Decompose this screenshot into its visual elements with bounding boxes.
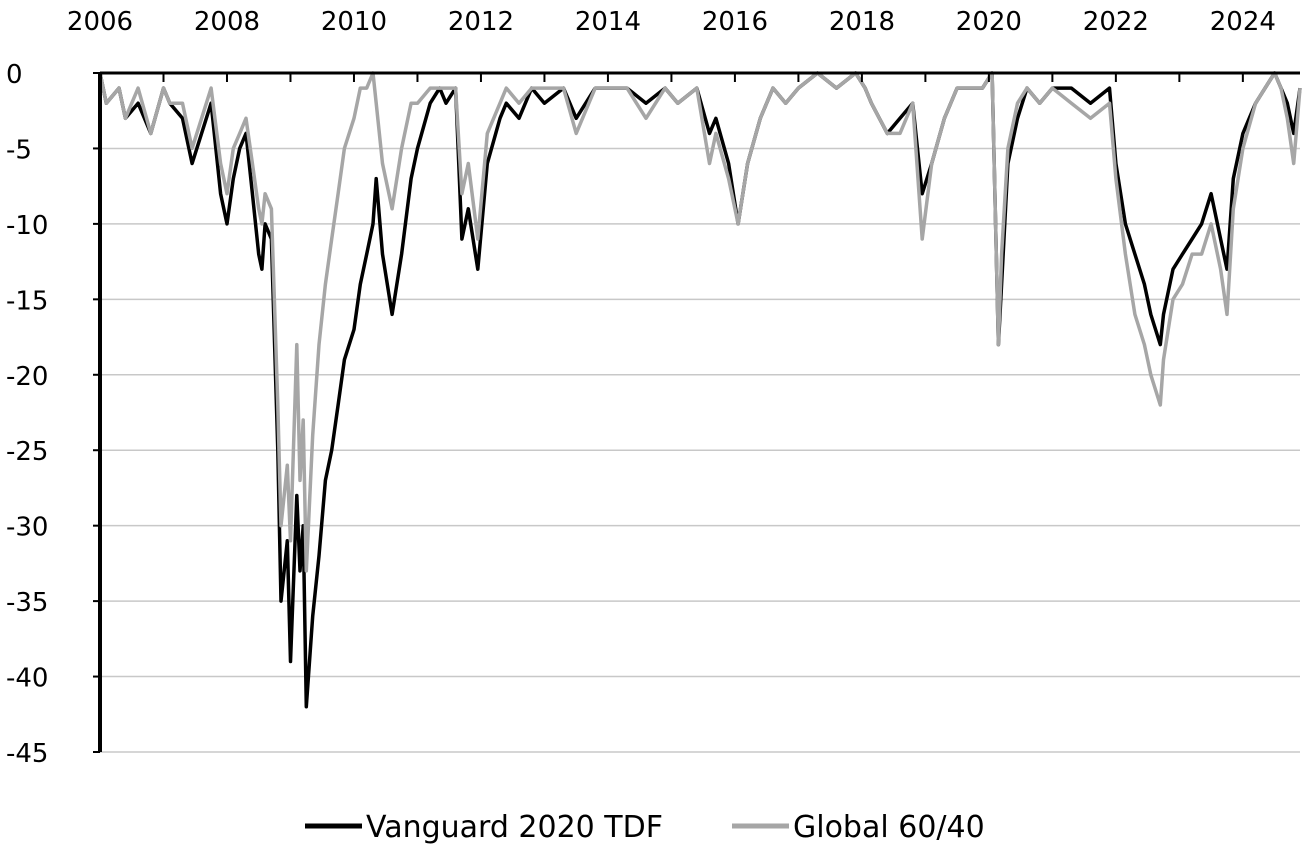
y-tick-label: -35: [6, 588, 48, 618]
x-tick-label: 2008: [194, 7, 260, 37]
y-tick-label: -25: [6, 437, 48, 467]
series-lines: [98, 71, 1302, 709]
series-line-global-60-40: [98, 71, 1302, 573]
x-tick-label: 2020: [956, 7, 1022, 37]
y-tick-label: -10: [6, 211, 48, 241]
legend: Vanguard 2020 TDF Global 60/40: [305, 810, 985, 845]
x-tick-label: 2022: [1083, 7, 1149, 37]
y-tick-label: -30: [6, 513, 48, 543]
y-tick-label: -20: [6, 362, 48, 392]
y-tick-label: -5: [6, 135, 32, 165]
x-tick-label: 2006: [67, 7, 133, 37]
legend-label-global: Global 60/40: [793, 810, 985, 845]
x-tick-label: 2018: [829, 7, 895, 37]
x-tick-label: 2012: [448, 7, 514, 37]
x-tick-label: 2010: [321, 7, 387, 37]
series-line-vanguard-2020-tdf: [98, 71, 1302, 709]
x-tick-label: 2014: [575, 7, 641, 37]
x-tick-label: 2024: [1210, 7, 1276, 37]
y-tick-label: -15: [6, 286, 48, 316]
y-tick-label: -45: [6, 739, 48, 769]
x-axis-ticks: 2006 2008 2010 2012 2014 2016 2018 2020 2022 2024: [67, 7, 1276, 82]
y-tick-label: -40: [6, 664, 48, 694]
x-tick-label: 2016: [702, 7, 768, 37]
legend-label-vanguard: Vanguard 2020 TDF: [366, 810, 663, 845]
y-axis-ticks: 0 -5 -10 -15 -20 -25 -30 -35 -40 -45: [6, 60, 100, 769]
y-tick-label: 0: [6, 60, 23, 90]
axes: [98, 71, 1300, 752]
